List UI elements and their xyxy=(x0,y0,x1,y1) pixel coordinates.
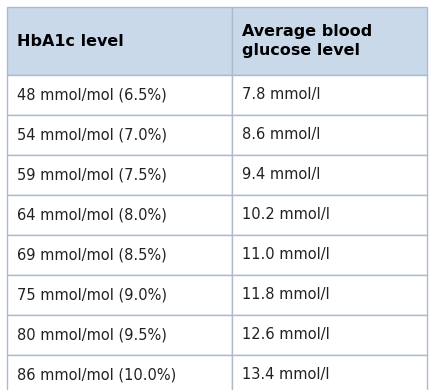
Bar xyxy=(7,115,232,155)
Text: 75 mmol/mol (9.0%): 75 mmol/mol (9.0%) xyxy=(17,287,167,303)
Bar xyxy=(7,75,232,115)
Text: 7.8 mmol/l: 7.8 mmol/l xyxy=(242,87,320,103)
Text: 80 mmol/mol (9.5%): 80 mmol/mol (9.5%) xyxy=(17,328,167,342)
Bar xyxy=(7,315,232,355)
Text: 86 mmol/mol (10.0%): 86 mmol/mol (10.0%) xyxy=(17,367,176,383)
Bar xyxy=(232,155,427,195)
Bar xyxy=(232,75,427,115)
Bar xyxy=(7,155,232,195)
Text: 64 mmol/mol (8.0%): 64 mmol/mol (8.0%) xyxy=(17,207,167,223)
Bar xyxy=(232,195,427,235)
Bar xyxy=(7,195,232,235)
Text: 9.4 mmol/l: 9.4 mmol/l xyxy=(242,167,320,183)
Bar xyxy=(232,7,427,75)
Text: HbA1c level: HbA1c level xyxy=(17,34,124,48)
Text: 59 mmol/mol (7.5%): 59 mmol/mol (7.5%) xyxy=(17,167,167,183)
Text: 48 mmol/mol (6.5%): 48 mmol/mol (6.5%) xyxy=(17,87,167,103)
Text: Average blood
glucose level: Average blood glucose level xyxy=(242,24,372,58)
Bar xyxy=(7,235,232,275)
Text: 11.0 mmol/l: 11.0 mmol/l xyxy=(242,248,329,262)
Text: 10.2 mmol/l: 10.2 mmol/l xyxy=(242,207,329,223)
Text: 12.6 mmol/l: 12.6 mmol/l xyxy=(242,328,329,342)
Text: 8.6 mmol/l: 8.6 mmol/l xyxy=(242,128,320,142)
Bar xyxy=(232,115,427,155)
Text: 13.4 mmol/l: 13.4 mmol/l xyxy=(242,367,329,383)
Bar xyxy=(232,355,427,390)
Bar xyxy=(7,275,232,315)
Bar xyxy=(232,275,427,315)
Bar xyxy=(232,315,427,355)
Text: 54 mmol/mol (7.0%): 54 mmol/mol (7.0%) xyxy=(17,128,167,142)
Bar xyxy=(7,7,232,75)
Bar xyxy=(232,235,427,275)
Text: 69 mmol/mol (8.5%): 69 mmol/mol (8.5%) xyxy=(17,248,167,262)
Text: 11.8 mmol/l: 11.8 mmol/l xyxy=(242,287,329,303)
Bar xyxy=(7,355,232,390)
